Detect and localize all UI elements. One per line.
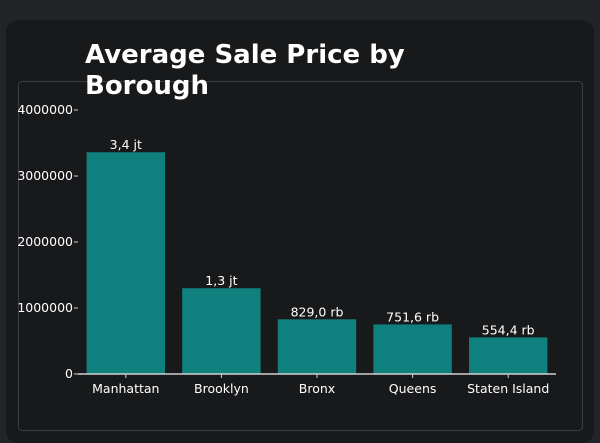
data-label: 829,0 rb (291, 304, 344, 319)
bar (86, 152, 165, 374)
chart-title: Average Sale Price by Borough (85, 40, 405, 101)
y-tick-label: 3000000 (17, 168, 73, 183)
data-label: 554,4 rb (482, 322, 535, 337)
data-label: 1,3 jt (205, 273, 237, 288)
x-tick-label: Brooklyn (194, 381, 249, 396)
bar (277, 319, 357, 374)
bar (469, 337, 548, 374)
x-tick-label: Manhattan (92, 381, 159, 396)
bar (182, 288, 261, 374)
bar (373, 324, 452, 374)
y-tick-label: 0 (65, 366, 73, 381)
x-tick-label: Bronx (299, 381, 335, 396)
data-label: 751,6 rb (386, 309, 439, 324)
y-tick-label: 1000000 (17, 300, 73, 315)
y-tick-label: 2000000 (17, 234, 73, 249)
x-tick-label: Queens (389, 381, 437, 396)
plot-frame (18, 81, 583, 431)
x-tick-label: Staten Island (467, 381, 549, 396)
data-label: 3,4 jt (110, 137, 142, 152)
y-tick-label: 4000000 (17, 102, 73, 117)
